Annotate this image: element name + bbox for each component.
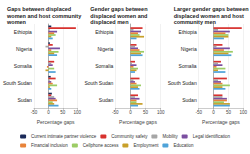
- svg-text:community men: community men: [174, 19, 217, 25]
- svg-text:Sudan: Sudan: [17, 97, 32, 103]
- svg-text:South Sudan: South Sudan: [3, 80, 32, 86]
- svg-text:South Sudan: South Sudan: [84, 80, 113, 86]
- svg-text:Somalia: Somalia: [179, 63, 197, 69]
- svg-text:100: 100: [74, 110, 82, 115]
- svg-text:Nigeria: Nigeria: [181, 46, 197, 52]
- svg-text:100: 100: [239, 110, 247, 115]
- svg-text:Mobility: Mobility: [162, 134, 178, 139]
- svg-text:-50: -50: [112, 110, 119, 115]
- svg-text:Sudan: Sudan: [99, 97, 114, 103]
- svg-text:Legal identification: Legal identification: [193, 134, 231, 139]
- svg-text:displaced women and host: displaced women and host: [174, 13, 246, 19]
- svg-text:Larger gender gaps between: Larger gender gaps between: [174, 6, 250, 12]
- svg-text:Education: Education: [173, 143, 194, 148]
- svg-text:women and host community: women and host community: [6, 13, 83, 19]
- svg-text:Percentage gaps: Percentage gaps: [37, 119, 75, 125]
- svg-text:Ethiopia: Ethiopia: [95, 29, 113, 35]
- svg-text:displaced men: displaced men: [90, 19, 129, 25]
- svg-text:0: 0: [47, 110, 50, 115]
- svg-text:women: women: [6, 19, 27, 25]
- svg-text:Employment: Employment: [133, 143, 159, 148]
- svg-text:Ethiopia: Ethiopia: [179, 29, 197, 35]
- svg-text:Gender gaps between: Gender gaps between: [90, 6, 149, 12]
- svg-text:Nigeria: Nigeria: [97, 46, 113, 52]
- svg-text:Somalia: Somalia: [14, 63, 32, 69]
- svg-text:Ethiopia: Ethiopia: [14, 29, 32, 35]
- svg-text:Financial inclusion: Financial inclusion: [31, 143, 68, 148]
- svg-text:Sudan: Sudan: [182, 97, 197, 103]
- svg-text:-50: -50: [195, 110, 202, 115]
- svg-text:-50: -50: [31, 110, 38, 115]
- svg-text:Gaps between displaced: Gaps between displaced: [7, 6, 73, 12]
- svg-text:50: 50: [143, 110, 149, 115]
- svg-text:Cellphone access: Cellphone access: [83, 143, 119, 148]
- svg-text:0: 0: [129, 110, 132, 115]
- svg-text:Percentage gaps: Percentage gaps: [202, 119, 240, 125]
- svg-text:Community safety: Community safety: [111, 134, 148, 139]
- svg-text:100: 100: [157, 110, 165, 115]
- svg-text:Current intimate partner viole: Current intimate partner violence: [31, 134, 97, 139]
- svg-text:Somalia: Somalia: [95, 63, 113, 69]
- svg-text:Percentage gaps: Percentage gaps: [119, 119, 157, 125]
- svg-text:South Sudan: South Sudan: [168, 80, 197, 86]
- svg-text:50: 50: [226, 110, 232, 115]
- svg-text:0: 0: [212, 110, 215, 115]
- svg-text:Nigeria: Nigeria: [16, 46, 32, 52]
- svg-text:displaced women and: displaced women and: [90, 13, 149, 19]
- svg-text:50: 50: [60, 110, 66, 115]
